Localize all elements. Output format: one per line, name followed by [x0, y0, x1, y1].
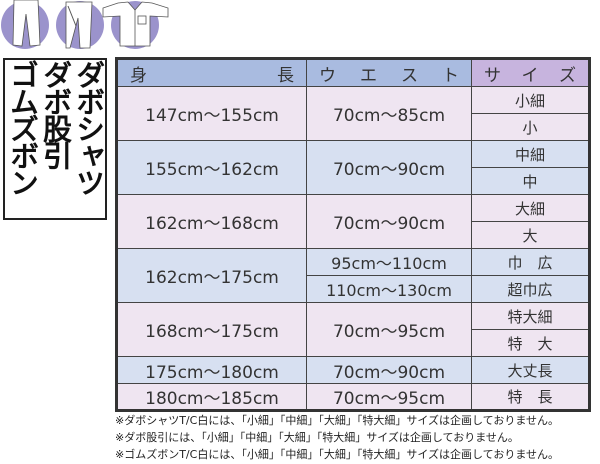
table-row: 162cm～168cm 70cm～90cm 大細 [116, 194, 590, 249]
size-cell: 特 大 [471, 329, 590, 357]
size-cell: 超巾広 [471, 275, 590, 303]
header-waist: ウエスト [306, 58, 472, 87]
note: ※ゴムズボンT/C白には、「小細」「中細」「大細」「特大細」サイズは企画しており… [115, 448, 559, 461]
size-cell: 小細 [471, 86, 590, 114]
height-cell: 147cm～155cm [116, 86, 307, 141]
height-cell: 162cm～168cm [116, 194, 307, 249]
note: ※ダボ股引には、「小細」「中細」「大細」「特大細」サイズは企画しておりません。 [115, 431, 519, 444]
header-height: 身長 [116, 58, 307, 87]
product-label: ダボシャツ [71, 60, 106, 195]
waist-cell: 70cm～90cm [306, 356, 472, 384]
header-char: ス [401, 65, 418, 86]
size-cell: 大細 [471, 194, 590, 222]
table-row: 180cm～185cm 70cm～95cm 特 長 [116, 383, 590, 411]
height-cell: 162cm～175cm [116, 248, 307, 303]
header-char: イ [521, 65, 539, 86]
header-char: 身 [130, 65, 147, 86]
header-char: サ [484, 65, 501, 86]
table-row: 175cm～180cm 70cm～90cm 大丈長 [116, 356, 590, 384]
table-row: 162cm～175cm 95cm～110cm 巾 広 [116, 248, 590, 303]
product-label-box: ダボシャツ ダボ股引 ゴムズボン [3, 58, 107, 220]
shirt-icon [102, 1, 169, 49]
product-label: ゴムズボン [5, 60, 40, 195]
table-row: 168cm～175cm 70cm～95cm 特大細 [116, 302, 590, 357]
momohiki-icon [56, 1, 104, 49]
size-table: 身長 ウエスト サイズ 147cm～155cm 70cm～85cm 小細 小 1… [115, 57, 591, 412]
height-cell: 168cm～175cm [116, 302, 307, 357]
height-cell: 175cm～180cm [116, 356, 307, 384]
size-cell: 特大細 [471, 302, 590, 330]
height-cell: 155cm～162cm [116, 140, 307, 195]
size-cell: 大丈長 [471, 356, 590, 384]
waist-cell: 70cm～90cm [306, 140, 472, 195]
product-label: ダボ股引 [38, 60, 73, 168]
table-row: 155cm～162cm 70cm～90cm 中細 [116, 140, 590, 195]
garment-icons [1, 0, 169, 49]
header-size: サイズ [471, 58, 590, 87]
size-cell: 中 [471, 167, 590, 195]
size-cell: 巾 広 [471, 248, 590, 276]
pants-icon [1, 0, 49, 49]
waist-cell: 70cm～85cm [306, 86, 472, 141]
waist-cell: 70cm～95cm [306, 383, 472, 411]
waist-cell: 70cm～90cm [306, 194, 472, 249]
header-char: ウ [319, 65, 336, 86]
waist-cell: 70cm～95cm [306, 302, 472, 357]
header-char: 長 [277, 65, 294, 86]
height-cell: 180cm～185cm [116, 383, 307, 411]
table-row: 147cm～155cm 70cm～85cm 小細 [116, 86, 590, 141]
size-cell: 大 [471, 221, 590, 249]
header-char: エ [360, 65, 377, 86]
header-row: 身長 ウエスト サイズ [116, 58, 590, 87]
note: ※ダボシャツT/C白には、「小細」「中細」「大細」「特大細」サイズは企画しており… [115, 414, 559, 427]
header-char: ズ [559, 65, 576, 86]
size-cell: 小 [471, 113, 590, 141]
size-cell: 特 長 [471, 383, 590, 411]
waist-cell: 110cm～130cm [306, 275, 472, 303]
size-cell: 中細 [471, 140, 590, 168]
header-char: ト [442, 65, 459, 86]
notes: ※ダボシャツT/C白には、「小細」「中細」「大細」「特大細」サイズは企画しており… [115, 412, 559, 463]
waist-cell: 95cm～110cm [306, 248, 472, 276]
